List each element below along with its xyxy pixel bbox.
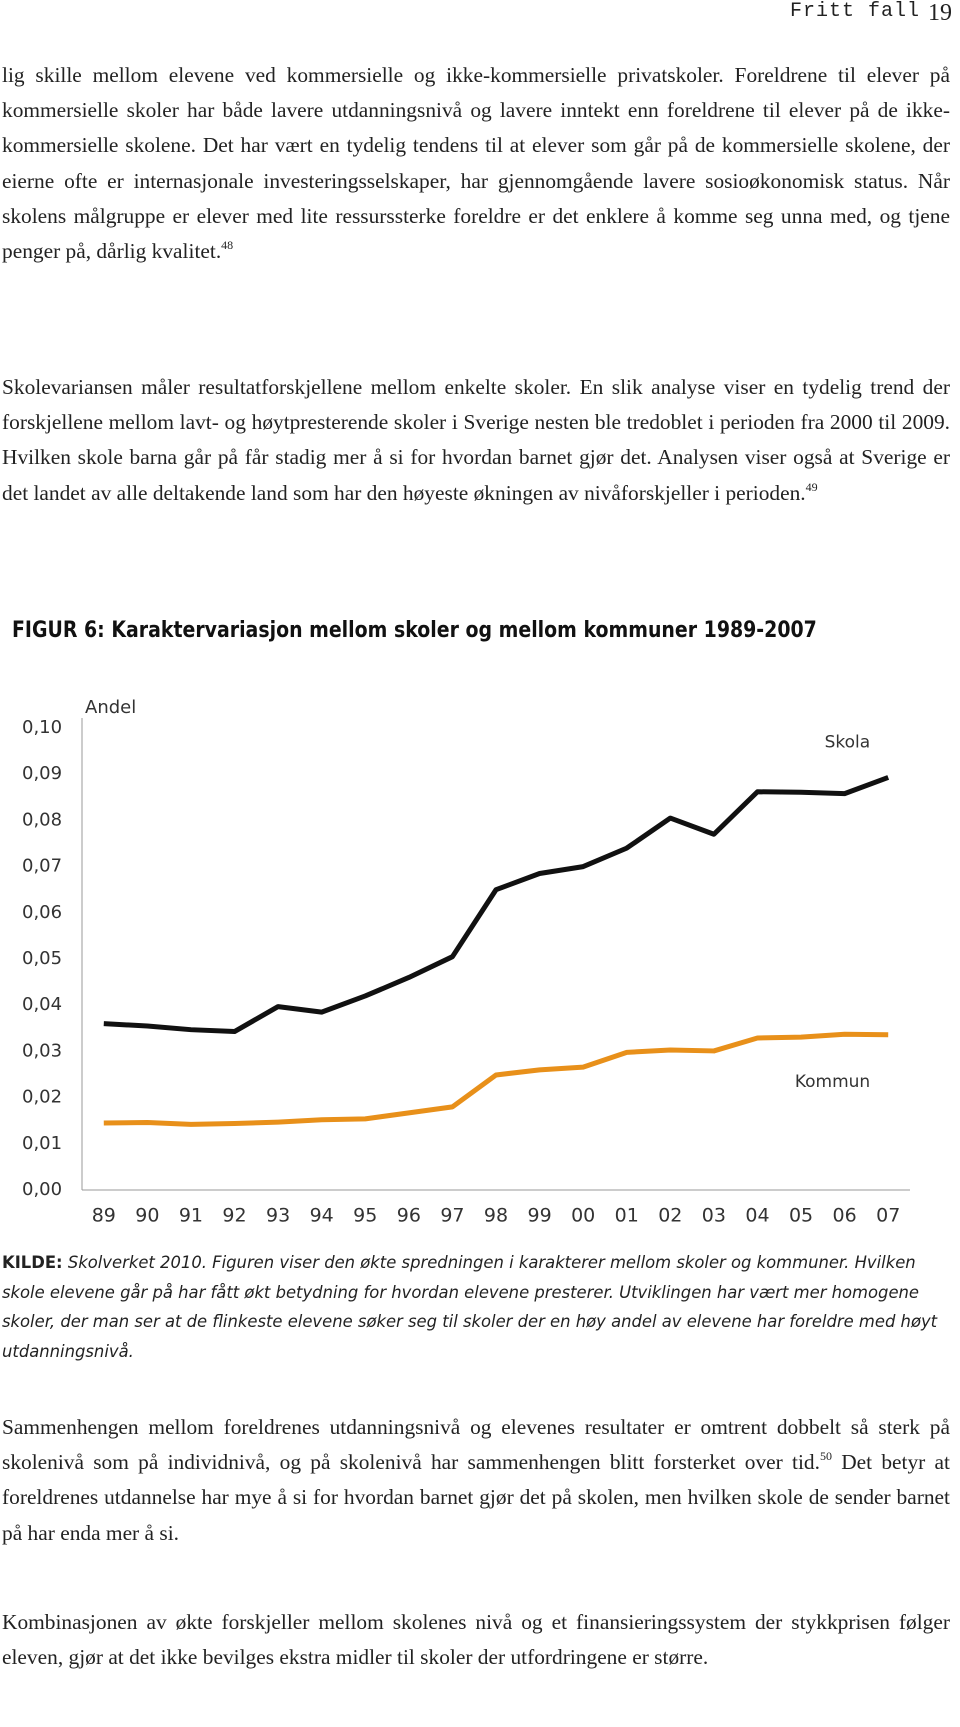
caption-text: Skolverket 2010. Figuren viser den økte … — [2, 1253, 938, 1361]
text: Skolevariansen måler resultatforskjellen… — [2, 375, 950, 505]
y-tick-label: 0,05 — [22, 948, 62, 969]
text: lig skille mellom elevene ved kommersiel… — [2, 63, 950, 264]
y-tick-label: 0,09 — [22, 763, 62, 784]
text: Kombinasjonen av økte forskjeller mellom… — [2, 1610, 950, 1670]
x-tick-label: 94 — [310, 1205, 334, 1227]
y-tick-label: 0,10 — [22, 717, 62, 738]
footnote-ref: 49 — [805, 479, 818, 494]
x-tick-label: 05 — [789, 1205, 813, 1227]
y-tick-label: 0,06 — [22, 902, 62, 923]
x-tick-label: 89 — [92, 1205, 116, 1227]
x-tick-label: 00 — [571, 1205, 595, 1227]
x-tick-label: 01 — [615, 1205, 639, 1227]
y-tick-label: 0,01 — [22, 1133, 62, 1154]
footnote-ref: 48 — [221, 238, 234, 253]
paragraph: lig skille mellom elevene ved kommersiel… — [2, 58, 950, 269]
text: Sammenhengen mellom foreldrenes utdannin… — [2, 1415, 950, 1475]
chart: Andel 0,00 0,01 0,02 0,03 0,04 0,05 0,06 0,07 0,0… — [22, 697, 910, 1227]
x-tick-label: 90 — [135, 1205, 159, 1227]
caption-label: KILDE: — [2, 1253, 63, 1272]
running-head: Fritt fall — [789, 0, 920, 23]
paragraph: Sammenhengen mellom foreldrenes utdannin… — [2, 1410, 950, 1551]
y-tick-label: 0,08 — [22, 809, 62, 830]
x-tick-label: 04 — [745, 1205, 769, 1227]
y-tick-label: 0,03 — [22, 1040, 62, 1061]
series-line — [103, 775, 890, 1035]
x-tick-label: 07 — [876, 1205, 900, 1227]
series-label: Kommun — [795, 1072, 870, 1092]
caption: KILDE: Skolverket 2010. Figuren viser de… — [2, 1248, 952, 1366]
x-tick-label: 98 — [484, 1205, 508, 1227]
x-tick-label: 93 — [266, 1205, 290, 1227]
text: Det betyr at foreldrenes utdannelse har … — [2, 1450, 950, 1545]
y-tick-label: 0,07 — [22, 856, 62, 877]
x-tick-label: 99 — [527, 1205, 551, 1227]
x-tick-label: 06 — [833, 1205, 857, 1227]
x-tick-label: 97 — [440, 1205, 464, 1227]
y-tick-label: 0,02 — [22, 1087, 62, 1108]
page-number: 19 — [928, 0, 952, 26]
footnote-ref: 50 — [819, 1449, 832, 1464]
figure-title: FIGUR 6: Karaktervariasjon mellom skoler… — [12, 618, 817, 643]
x-tick-label: 96 — [397, 1205, 421, 1227]
x-tick-label: 91 — [179, 1205, 203, 1227]
x-tick-label: 92 — [222, 1205, 246, 1227]
y-tick-label: 0,00 — [22, 1179, 62, 1200]
series-label: Skola — [825, 732, 871, 752]
x-tick-label: 95 — [353, 1205, 377, 1227]
paragraph: Kombinasjonen av økte forskjeller mellom… — [2, 1605, 950, 1675]
series-line — [103, 1031, 889, 1127]
y-axis-label: Andel — [85, 697, 136, 718]
x-tick-label: 03 — [702, 1205, 726, 1227]
x-tick-label: 02 — [658, 1205, 682, 1227]
y-tick-label: 0,04 — [22, 994, 62, 1015]
paragraph: Skolevariansen måler resultatforskjellen… — [2, 370, 950, 511]
